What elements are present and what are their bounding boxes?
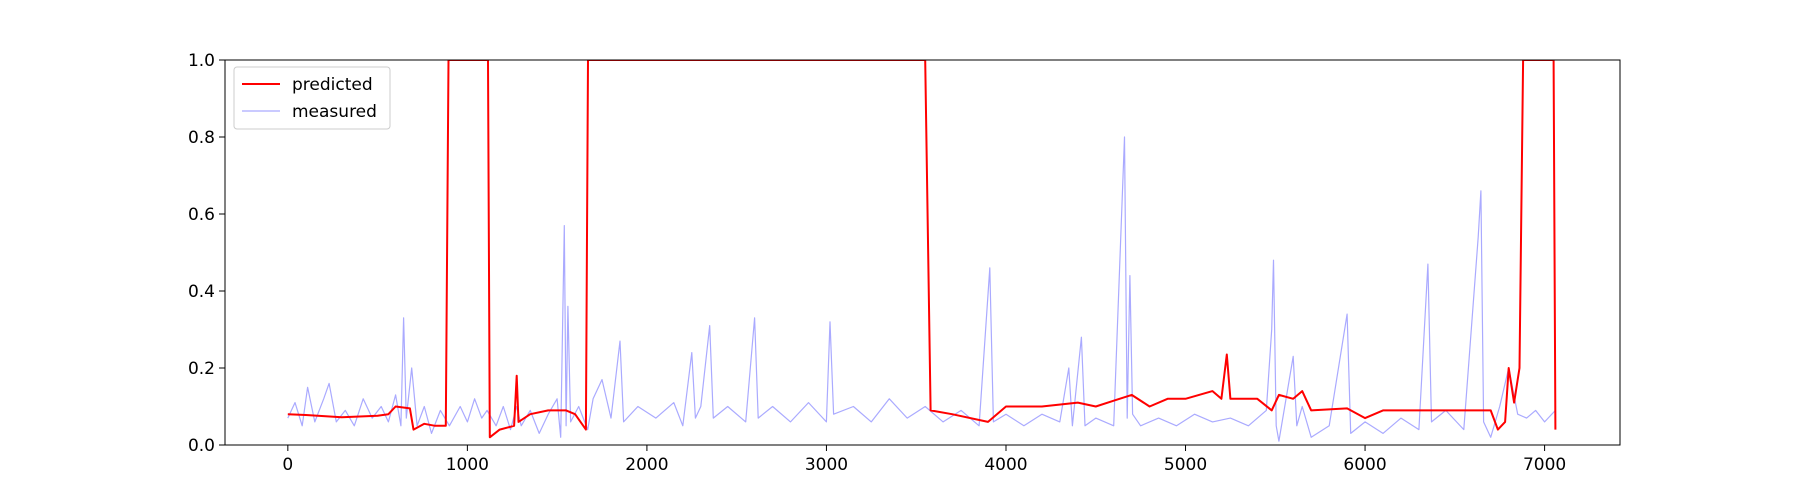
series-line-predicted bbox=[287, 60, 1557, 439]
plot-area bbox=[225, 60, 1620, 445]
legend: predicted measured bbox=[233, 66, 391, 130]
y-tick-label: 0.2 bbox=[188, 359, 215, 379]
y-tick-label: 0.6 bbox=[188, 205, 215, 225]
y-tick-label: 0.8 bbox=[188, 128, 215, 148]
series-line-measured bbox=[287, 136, 1556, 442]
legend-box bbox=[233, 66, 391, 130]
legend-label-predicted: predicted bbox=[292, 75, 373, 95]
y-tick-label: 0.0 bbox=[188, 436, 215, 456]
x-tick-label: 2000 bbox=[625, 455, 668, 475]
legend-label-measured: measured bbox=[292, 102, 377, 122]
x-tick-label: 3000 bbox=[805, 455, 848, 475]
y-axis: 0.0 0.2 0.4 0.6 0.8 1.0 bbox=[188, 51, 225, 456]
x-tick-label: 0 bbox=[282, 455, 293, 475]
x-tick-label: 5000 bbox=[1164, 455, 1207, 475]
y-tick-label: 1.0 bbox=[188, 51, 215, 71]
y-tick-label: 0.4 bbox=[188, 282, 215, 302]
x-tick-label: 7000 bbox=[1523, 455, 1566, 475]
plot-frame bbox=[224, 59, 1621, 446]
x-tick-label: 4000 bbox=[984, 455, 1027, 475]
series-layer bbox=[287, 60, 1557, 442]
x-axis: 0 1000 2000 3000 4000 5000 6000 7000 bbox=[282, 445, 1566, 475]
x-tick-label: 1000 bbox=[446, 455, 489, 475]
x-tick-label: 6000 bbox=[1343, 455, 1386, 475]
